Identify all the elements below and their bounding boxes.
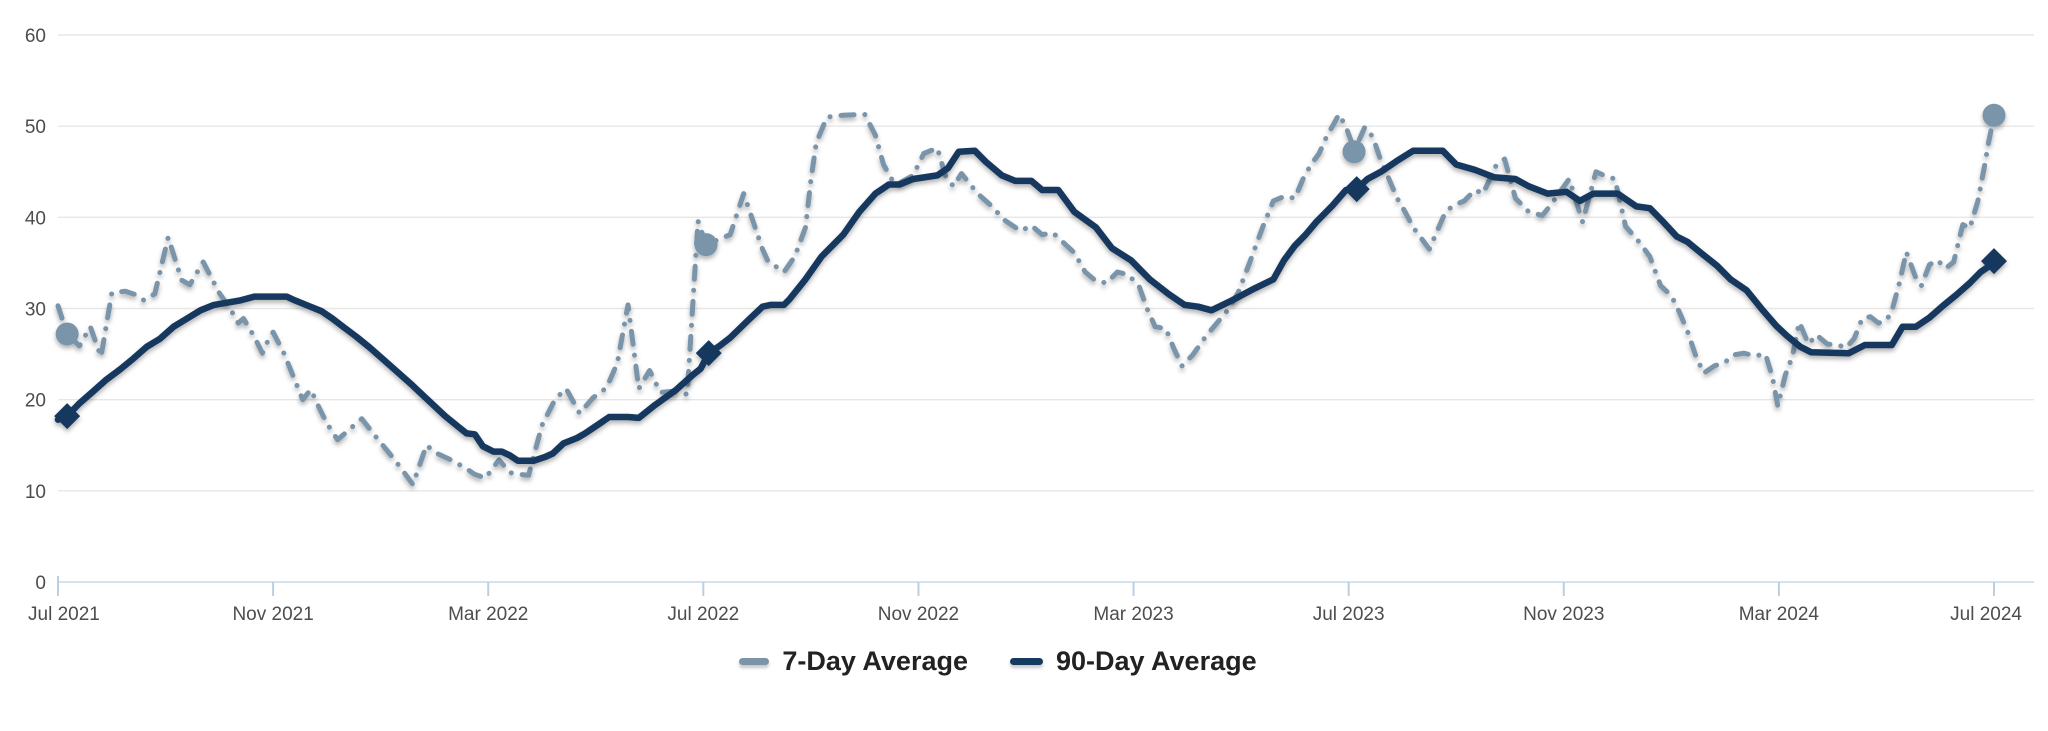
y-axis-label-10: 10: [25, 482, 46, 503]
y-axis-label-0: 0: [35, 573, 46, 594]
x-axis-label-jul-2024: Jul 2024: [1950, 604, 2022, 625]
x-axis-label-jul-2023: Jul 2023: [1313, 604, 1385, 625]
marker-circle: [1982, 103, 2006, 127]
y-axis-label-40: 40: [25, 208, 46, 229]
marker-diamond: [1981, 248, 2007, 275]
x-axis-labels: Jul 2021 Nov 2021 Mar 2022 Jul 2022 Nov 2022…: [28, 604, 2022, 625]
y-axis-label-30: 30: [25, 300, 46, 321]
gridlines: [58, 34, 2034, 492]
x-axis-label-mar-2024: Mar 2024: [1739, 604, 1820, 625]
dashed-line: [55, 111, 1997, 487]
chart-legend: 7-Day Average 90-Day Average: [0, 636, 2022, 686]
marker-diamond: [1343, 176, 1370, 203]
marker-circle: [1342, 140, 1366, 164]
y-axis-labels: 0 10 20 30 40 50 60: [25, 26, 46, 594]
x-axis-label-jul-2022: Jul 2022: [667, 604, 739, 625]
marker-diamond: [54, 403, 81, 430]
legend-label-90-day-average: 90-Day Average: [1055, 645, 1257, 676]
marker-diamond: [695, 340, 722, 367]
marker-circle: [55, 322, 79, 346]
y-axis-label-60: 60: [25, 26, 46, 47]
x-axis-label-nov-2022: Nov 2022: [878, 604, 959, 625]
x-axis-label-nov-2021: Nov 2021: [232, 604, 313, 625]
y-axis-label-20: 20: [25, 391, 46, 412]
y-axis-label-50: 50: [25, 117, 46, 138]
x-axis: [57, 576, 2034, 596]
x-axis-label-mar-2023: Mar 2023: [1093, 604, 1173, 625]
legend-swatch-dashed-icon: [739, 657, 770, 665]
marker-circle: [694, 233, 718, 257]
x-axis-label-nov-2023: Nov 2023: [1523, 604, 1604, 625]
series-90-day-average: [54, 147, 2007, 464]
legend-item-7-day-average[interactable]: 7-Day Average: [739, 646, 968, 677]
legend-item-90-day-average[interactable]: 90-Day Average: [1009, 645, 1257, 677]
legend-swatch-solid-icon: [1009, 657, 1043, 665]
series-7-day-average: [55, 103, 2006, 487]
x-axis-label-jul-2021: Jul 2021: [28, 604, 100, 625]
legend-label-7-day-average: 7-Day Average: [782, 645, 968, 676]
solid-line: [54, 147, 1998, 464]
x-axis-label-mar-2022: Mar 2022: [448, 604, 528, 625]
